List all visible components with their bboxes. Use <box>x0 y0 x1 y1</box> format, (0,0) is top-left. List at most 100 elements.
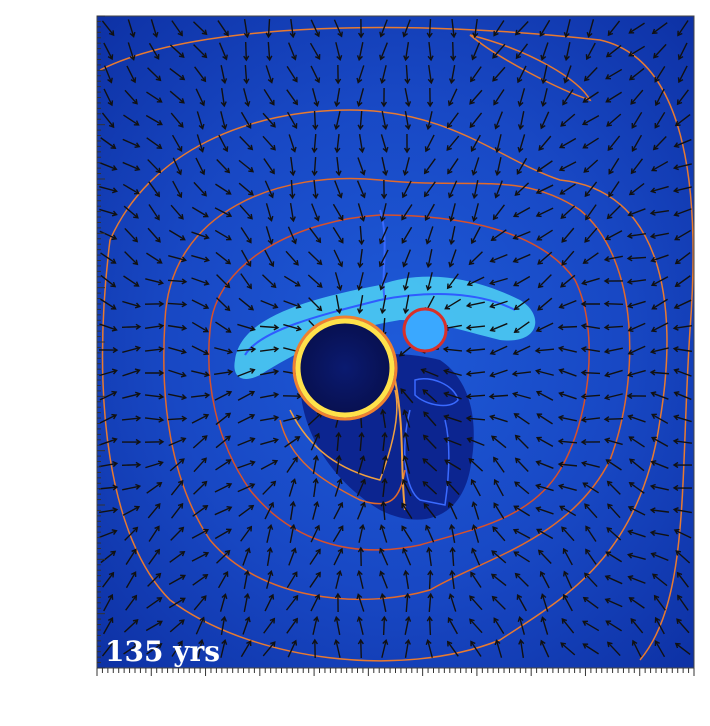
arrow <box>673 208 692 217</box>
arrow <box>144 438 165 445</box>
arrow <box>470 571 482 588</box>
arrow <box>172 157 183 176</box>
arrow <box>627 505 646 516</box>
arrow <box>654 88 665 107</box>
contour <box>163 177 631 601</box>
arrow <box>627 529 646 538</box>
arrow <box>333 638 341 658</box>
arrow <box>465 301 485 309</box>
arrow <box>514 182 530 197</box>
arrow <box>147 227 161 243</box>
arrow <box>259 324 280 331</box>
arrow <box>606 113 622 127</box>
arrow <box>237 390 256 401</box>
arrow <box>333 19 343 38</box>
ring <box>292 315 398 421</box>
arrow <box>650 552 669 562</box>
arrow <box>490 573 507 587</box>
arrow <box>604 369 623 378</box>
arrow <box>489 369 508 378</box>
arrow <box>145 114 163 126</box>
arrow <box>536 528 554 540</box>
arrow <box>402 19 411 38</box>
arrow <box>287 226 297 245</box>
arrow <box>606 641 621 657</box>
arrow <box>649 369 670 376</box>
arrow <box>311 638 318 659</box>
arrow <box>673 391 692 401</box>
arrow <box>442 346 463 353</box>
arrow <box>168 369 187 378</box>
arrow <box>333 249 344 268</box>
arrow <box>219 593 228 612</box>
arrow <box>356 180 366 199</box>
arrow <box>239 204 253 220</box>
arrow <box>265 18 272 39</box>
arrow <box>170 526 185 541</box>
arrow <box>426 546 433 567</box>
arrow <box>448 249 457 268</box>
cyan-band <box>234 276 536 380</box>
arrow <box>214 229 232 241</box>
arrow <box>169 68 186 81</box>
arrow <box>492 43 506 59</box>
arrow <box>675 550 691 564</box>
arrow <box>423 158 436 175</box>
arrow <box>237 368 256 377</box>
arrow <box>626 255 647 262</box>
arrow <box>99 186 118 194</box>
arrow <box>628 458 645 472</box>
arrow <box>194 66 207 83</box>
arrow <box>121 438 142 446</box>
arrow <box>516 593 527 612</box>
arrow <box>654 66 666 83</box>
arrow <box>216 549 231 564</box>
arrow <box>465 347 486 354</box>
contour <box>394 379 406 511</box>
arrow <box>379 570 388 589</box>
arrow <box>127 19 136 38</box>
arrow <box>243 41 250 62</box>
arrow <box>309 227 322 244</box>
arrow <box>196 111 205 130</box>
arrow <box>557 345 577 353</box>
arrow <box>287 42 297 61</box>
arrow <box>404 88 412 108</box>
arrow <box>379 524 388 543</box>
arrow <box>488 393 509 400</box>
arrow <box>168 346 187 355</box>
arrow <box>676 618 690 634</box>
arrow <box>358 134 365 154</box>
arrow <box>626 278 647 285</box>
arrow <box>312 110 319 131</box>
arrow <box>607 135 621 152</box>
arrow <box>307 274 323 288</box>
arrow <box>311 88 320 107</box>
arrow <box>146 643 163 655</box>
arrow <box>607 503 621 519</box>
arrow <box>493 89 505 106</box>
arrow <box>262 641 276 657</box>
arrow <box>471 42 481 61</box>
arrow <box>513 413 530 425</box>
arrow <box>289 500 296 520</box>
arrow <box>559 505 577 517</box>
arrow <box>580 300 601 308</box>
arrow <box>289 203 296 223</box>
arrow <box>122 138 141 148</box>
arrow <box>517 134 526 153</box>
arrow <box>144 346 165 353</box>
arrow <box>240 640 252 658</box>
arrow <box>214 347 233 355</box>
arrow <box>167 415 188 422</box>
arrow <box>288 478 297 497</box>
arrow <box>512 253 531 263</box>
arrow <box>469 595 483 611</box>
arrow <box>103 42 114 61</box>
arrow <box>123 205 139 219</box>
arrow <box>144 323 165 330</box>
arrow <box>215 459 232 471</box>
arrow <box>237 323 256 332</box>
arrow <box>237 413 256 424</box>
arrow <box>380 500 387 521</box>
